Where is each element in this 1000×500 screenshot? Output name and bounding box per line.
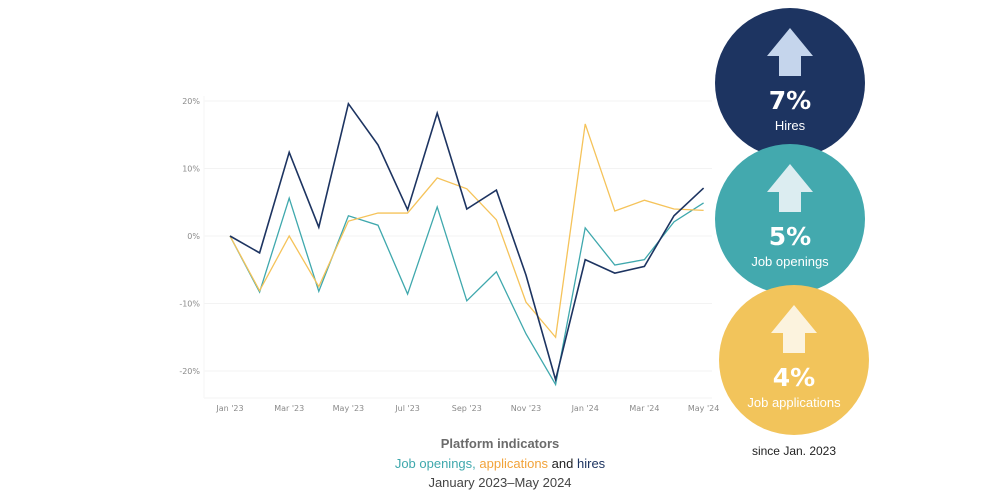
chart-title: Platform indicators	[440, 436, 560, 451]
x-tick-label: Mar '24	[629, 404, 659, 413]
y-tick-label: 10%	[182, 165, 200, 174]
applications-percent: 4%	[772, 363, 816, 392]
legend-and: and	[551, 456, 574, 471]
arrow-up-icon	[767, 28, 813, 76]
arrow-up-icon	[771, 305, 817, 353]
y-tick-label: -20%	[179, 367, 200, 376]
hires-label: Hires	[774, 118, 806, 133]
x-tick-label: May '24	[688, 404, 719, 413]
x-tick-label: Nov '23	[511, 404, 542, 413]
openings-label: Job openings	[751, 254, 829, 269]
series-lines	[229, 101, 705, 387]
y-tick-label: 20%	[182, 97, 200, 106]
series-line-job-applications	[229, 123, 704, 339]
x-tick-label: Jul '23	[394, 404, 420, 413]
y-tick-label: -10%	[179, 300, 200, 309]
gridlines	[203, 96, 712, 399]
legend-applications: applications	[479, 456, 549, 471]
series-line-hires	[229, 101, 705, 383]
y-axis: 20% 10% 0% -10% -20%	[179, 97, 200, 376]
x-tick-label: Mar '23	[274, 404, 304, 413]
chart-date-range: January 2023–May 2024	[428, 475, 572, 490]
applications-label: Job applications	[747, 395, 841, 410]
x-tick-label: May '23	[333, 404, 364, 413]
arrow-up-icon	[767, 164, 813, 212]
openings-summary-bubble: 5% Job openings	[715, 144, 865, 294]
openings-percent: 5%	[768, 222, 812, 251]
x-tick-label: Jan '23	[215, 404, 243, 413]
applications-summary-bubble: 4% Job applications	[719, 285, 869, 435]
series-line-job-openings	[229, 196, 704, 387]
x-tick-label: Sep '23	[452, 404, 482, 413]
hires-percent: 7%	[768, 86, 812, 115]
x-tick-label: Jan '24	[571, 404, 599, 413]
legend-openings: Job openings,	[394, 456, 476, 471]
y-tick-label: 0%	[187, 232, 200, 241]
chart-subtitle: Job openings, applications and hires	[300, 456, 700, 471]
hires-summary-bubble: 7% Hires	[715, 8, 865, 158]
x-axis: Jan '23 Mar '23 May '23 Jul '23 Sep '23 Nov '…	[215, 404, 719, 413]
since-note: since Jan. 2023	[751, 444, 837, 458]
legend-hires: hires	[577, 456, 606, 471]
